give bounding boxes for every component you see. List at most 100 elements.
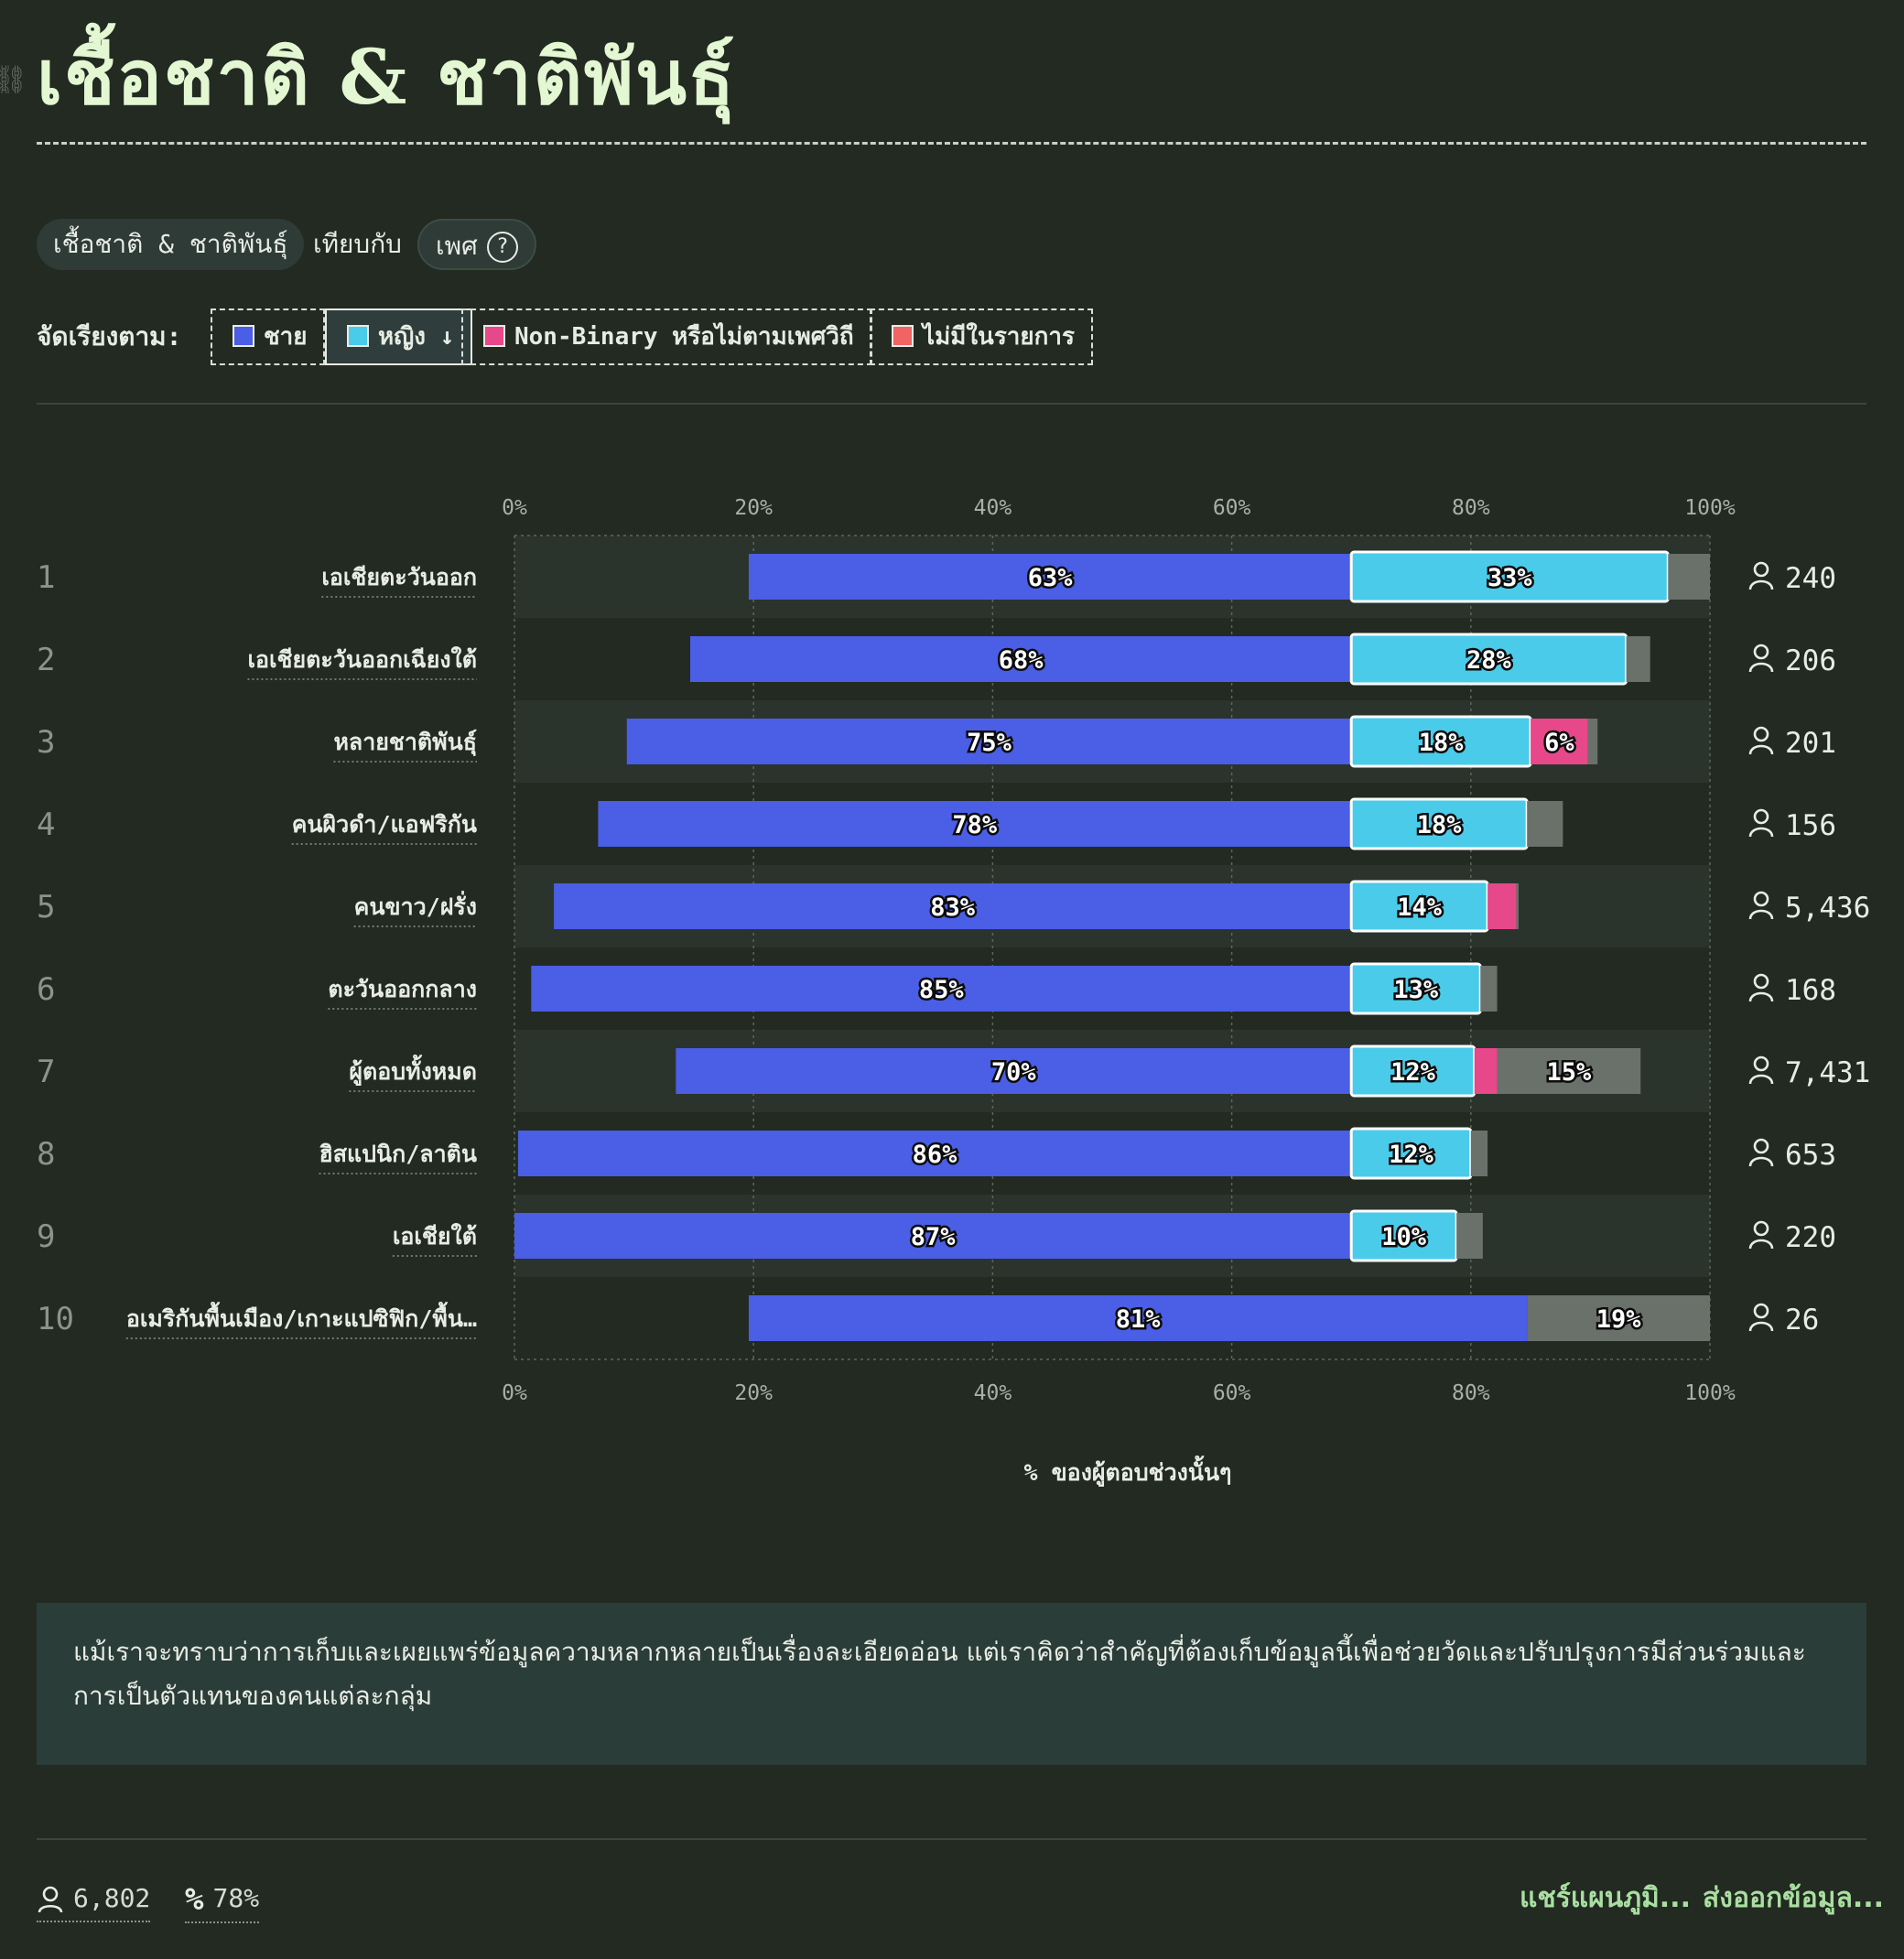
bar-male <box>676 1048 1352 1094</box>
row-count-value: 156 <box>1785 809 1836 842</box>
bar-male <box>626 719 1352 764</box>
person-icon-head <box>1753 891 1769 907</box>
person-icon-head <box>1753 1138 1769 1154</box>
row-rank: 5 <box>37 889 55 925</box>
person-icon-body <box>1748 827 1774 838</box>
category-label: เอเชียตะวันออกเฉียงใต้ <box>247 645 477 673</box>
bar-female <box>1349 550 1670 603</box>
bar-label-male: 87% <box>911 1223 957 1251</box>
category-label: ตะวันออกกลาง <box>328 976 477 1002</box>
row-count-value: 5,436 <box>1785 892 1870 925</box>
row-count-value: 653 <box>1785 1139 1836 1172</box>
sort-female-button[interactable]: หญิง ↓ <box>325 308 473 365</box>
bar-male <box>598 801 1352 847</box>
person-icon-body <box>1748 1239 1774 1250</box>
category-label: คนผิวดำ/แอฟริกัน <box>292 811 477 838</box>
x-tick-label-top: 40% <box>974 496 1012 520</box>
row-rank: 9 <box>37 1218 55 1255</box>
row-rank: 7 <box>37 1054 55 1090</box>
respondent-count[interactable]: 6,802 <box>37 1880 151 1922</box>
sort-other-button[interactable]: ไม่มีในรายการ <box>870 308 1093 365</box>
bar-label-male: 78% <box>952 811 998 839</box>
row-count: 653 <box>1748 1138 1836 1172</box>
row-count: 26 <box>1748 1303 1819 1337</box>
sort-nonbinary-label: Non-Binary หรือไม่ตามเพศวิถี <box>514 323 854 351</box>
category-label: เอเชียใต้ <box>393 1222 477 1250</box>
person-icon-head <box>1753 808 1769 825</box>
bar-male <box>554 883 1352 929</box>
bar-label-other: 19% <box>1596 1305 1642 1334</box>
category-label: ผู้ตอบทั้งหมด <box>349 1054 477 1087</box>
compare-field-pill[interactable]: เชื้อชาติ & ชาติพันธุ์ <box>37 219 305 270</box>
x-tick-label-top: 0% <box>502 496 527 520</box>
sort-other-label: ไม่มีในรายการ <box>923 323 1075 351</box>
row-count: 7,431 <box>1748 1055 1870 1089</box>
response-percent[interactable]: % 78% <box>185 1880 260 1923</box>
x-tick-label-top: 60% <box>1213 496 1251 520</box>
row-rank: 4 <box>37 806 55 843</box>
bar-label-female: 33% <box>1488 564 1533 592</box>
row-count-value: 220 <box>1785 1221 1836 1254</box>
bar-male <box>531 966 1352 1012</box>
note-box: แม้เราจะทราบว่าการเก็บและเผยแพร่ข้อมูลคว… <box>37 1603 1866 1765</box>
bar-male <box>514 1213 1352 1259</box>
person-icon-head <box>1753 726 1769 742</box>
person-icon-body <box>1748 991 1774 1002</box>
page-title: เชื้อชาติ & ชาติพันธุ์ <box>37 34 737 122</box>
x-tick-label-top: 100% <box>1684 496 1736 520</box>
bar-label-other: 15% <box>1547 1058 1593 1087</box>
row-count: 240 <box>1748 561 1836 595</box>
category-label: เอเชียตะวันออก <box>321 564 477 590</box>
sort-nonbinary-button[interactable]: Non-Binary หรือไม่ตามเพศวิถี <box>461 308 872 365</box>
person-icon-head <box>1753 973 1769 990</box>
bar-label-female: 18% <box>1419 729 1465 757</box>
x-tick-label-top: 80% <box>1452 496 1490 520</box>
sort-female-label: หญิง ↓ <box>378 323 455 351</box>
bar-nonbinary <box>1531 719 1588 764</box>
row-count: 201 <box>1748 726 1836 760</box>
bar-other <box>1626 636 1650 682</box>
row-count: 168 <box>1748 973 1836 1007</box>
person-icon-body <box>1748 744 1774 755</box>
row-count-value: 201 <box>1785 727 1836 760</box>
x-tick-label-bottom: 0% <box>502 1381 527 1405</box>
row-count-value: 240 <box>1785 562 1836 595</box>
nonbinary-swatch-icon <box>483 324 505 347</box>
bar-other <box>1480 966 1498 1012</box>
bar-other <box>1456 1213 1483 1259</box>
x-tick-label-top: 20% <box>734 496 773 520</box>
person-icon-body <box>1748 662 1774 673</box>
stacked-bar-chart: 0% 0% 20% 20% 40% 40% 60% 60% 80% 80% 100% 100% 1 เอ… <box>37 496 1870 1488</box>
x-tick-label-bottom: 80% <box>1452 1381 1490 1405</box>
bar-label-female: 12% <box>1390 1058 1436 1087</box>
bar-label-female: 18% <box>1417 811 1463 839</box>
share-chart-link[interactable]: แชร์แผนภูมิ... <box>1520 1882 1691 1914</box>
row-rank: 2 <box>37 642 55 678</box>
sort-male-button[interactable]: ชาย <box>211 308 326 365</box>
question-circle-icon[interactable]: ? <box>486 232 518 263</box>
bar-label-female: 10% <box>1381 1223 1427 1251</box>
bar-label-female: 13% <box>1393 976 1439 1004</box>
row-rank: 3 <box>37 724 55 761</box>
bar-other <box>1587 719 1598 764</box>
bar-other <box>1497 1048 1641 1094</box>
bar-label-female: 28% <box>1466 646 1512 675</box>
bar-other <box>1668 554 1710 600</box>
x-axis-label: % ของผู้ตอบช่วงนั้นๆ <box>1023 1455 1231 1488</box>
other-swatch-icon <box>892 324 914 347</box>
bar-label-male: 81% <box>1116 1305 1162 1334</box>
title-divider <box>37 142 1866 145</box>
link-icon[interactable]: ⛓ <box>0 64 28 96</box>
person-icon-body <box>1748 909 1774 920</box>
row-rank: 8 <box>37 1136 55 1173</box>
compare-with-pill[interactable]: เพศ? <box>417 219 536 270</box>
bar-female <box>1349 1209 1458 1262</box>
row-count-value: 26 <box>1785 1304 1819 1337</box>
bar-label-male: 75% <box>967 729 1012 757</box>
export-data-link[interactable]: ส่งออกข้อมูล... <box>1703 1882 1885 1914</box>
bar-nonbinary <box>1488 883 1517 929</box>
x-tick-label-bottom: 60% <box>1213 1381 1251 1405</box>
bar-other <box>1527 1295 1710 1341</box>
person-icon-body <box>1748 1321 1774 1332</box>
bar-label-male: 70% <box>991 1058 1037 1087</box>
